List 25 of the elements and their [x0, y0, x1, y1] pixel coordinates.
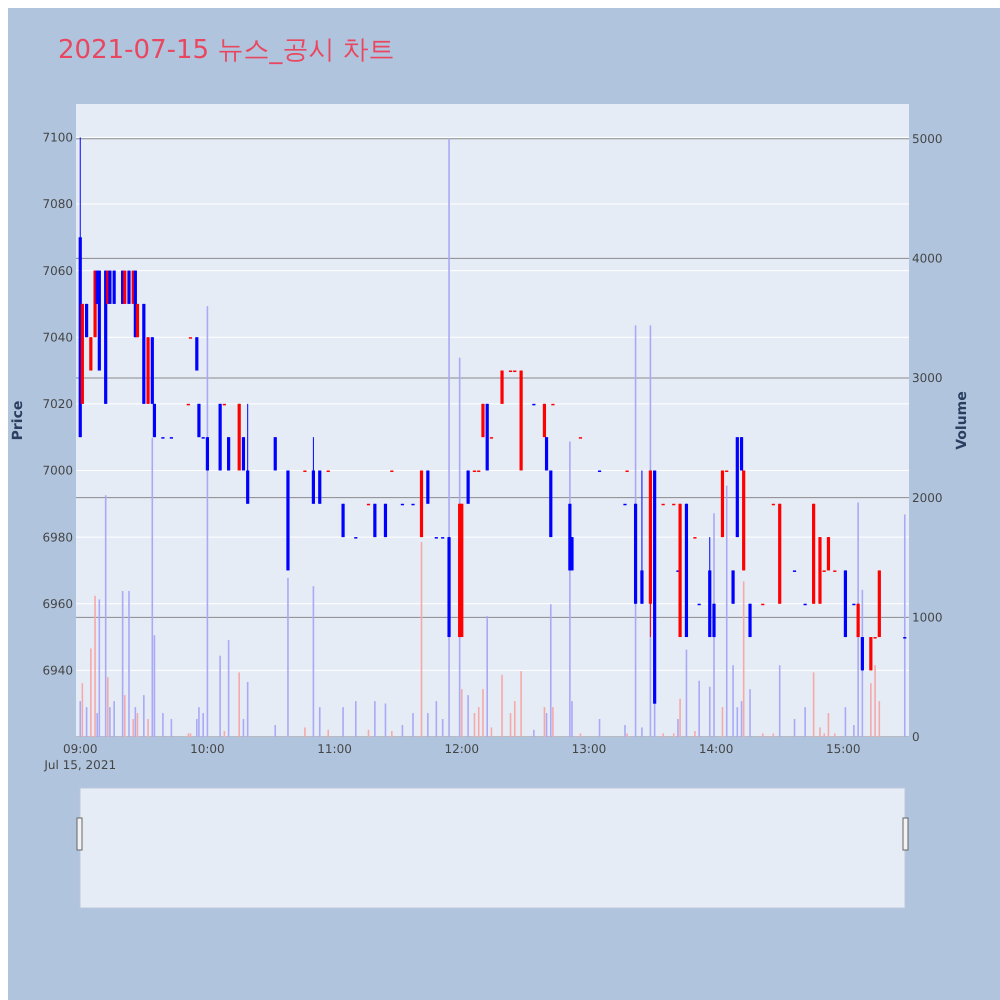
y-axis-title: Price: [10, 400, 26, 440]
x-tick-label: 11:00: [317, 742, 352, 756]
chart-title: 2021-07-15 뉴스_공시 차트: [58, 35, 395, 65]
y-tick-label: 7000: [42, 464, 73, 478]
y-tick-label: 7040: [42, 330, 73, 344]
y2-tick-label: 1000: [912, 610, 943, 625]
y-tick-label: 7060: [42, 264, 73, 278]
y2-tick-label: 5000: [912, 132, 943, 146]
x-tick-label: 13:00: [572, 742, 606, 756]
x-tick-label: 10:00: [190, 742, 225, 756]
y-tick-label: 7080: [42, 197, 73, 212]
y2-tick-label: 0: [912, 730, 920, 744]
y-tick-label: 6960: [42, 596, 73, 611]
x-tick-label: 12:00: [444, 742, 480, 756]
y-tick-label: 6940: [42, 664, 73, 678]
y-tick-label: 6980: [42, 530, 73, 544]
x-tick-label: 09:00 Jul 15, 2021: [43, 742, 116, 772]
y2-tick-label: 4000: [912, 252, 943, 266]
y-tick-label: 7100: [42, 130, 73, 145]
y2-tick-label: 2000: [912, 490, 943, 505]
x-tick-label: 14:00: [698, 742, 734, 756]
y2-axis-title: Volume: [954, 391, 970, 450]
y2-tick-label: 3000: [912, 371, 943, 386]
x-tick-label: 15:00: [826, 742, 861, 756]
y-tick-label: 7020: [42, 397, 73, 412]
